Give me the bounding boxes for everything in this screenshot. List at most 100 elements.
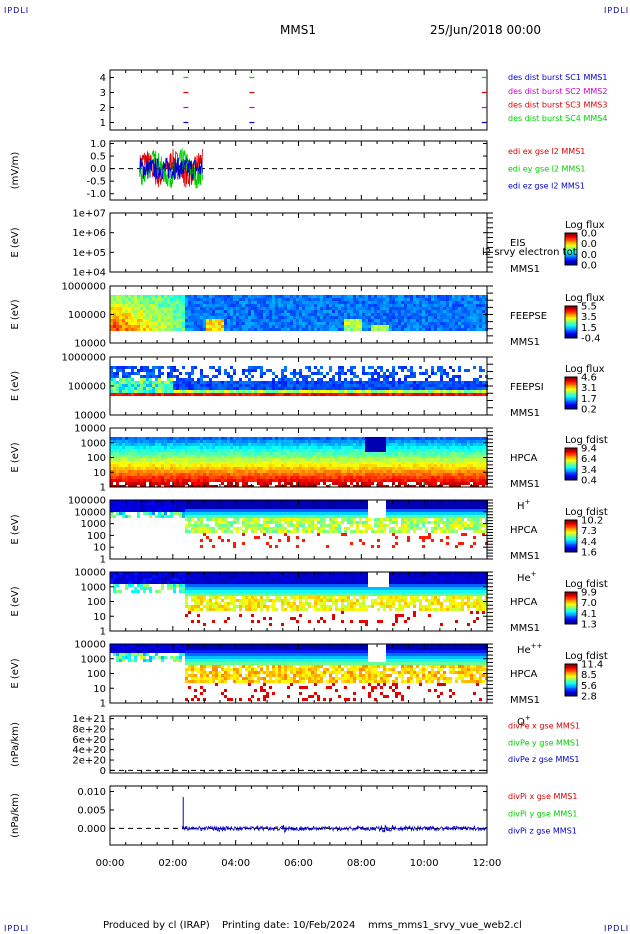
feepse-cell	[266, 298, 269, 301]
hpca_h-cell	[365, 443, 368, 446]
feepse-cell	[482, 298, 485, 301]
feepse-cell	[428, 295, 431, 298]
feepse-cell	[341, 310, 344, 313]
hpca_h-cell	[116, 467, 119, 470]
feepsi-cell	[440, 384, 443, 387]
feepse-cell	[482, 310, 485, 313]
feepse-cell	[326, 316, 329, 319]
feepse-cell	[140, 301, 143, 304]
feepse-cell	[260, 301, 263, 304]
hpca_h-cell	[185, 443, 188, 446]
hpca_h-cell	[401, 467, 404, 470]
feepsi-cell	[263, 390, 266, 393]
hpca_h-cell	[332, 482, 335, 485]
hpca_h-cell	[116, 455, 119, 458]
feepse-cell	[344, 310, 347, 313]
feepsi-cell	[143, 375, 146, 378]
feepsi-cell	[152, 387, 155, 390]
feepse-cell	[134, 310, 137, 313]
feepse-cell	[284, 313, 287, 316]
feepse-cell	[356, 316, 359, 319]
hpca_h-cell	[290, 467, 293, 470]
hpca_h-cell	[464, 455, 467, 458]
feepsi-cell	[134, 387, 137, 390]
feepse-cell	[413, 307, 416, 310]
feepse-cell	[338, 322, 341, 325]
hpca_h-cell	[404, 461, 407, 464]
feepsi-cell	[428, 384, 431, 387]
corner-label-top-right: IPDLI	[604, 6, 630, 15]
hpca_h-cell	[377, 461, 380, 464]
hpca_h-cell	[149, 437, 152, 440]
hpca_h-cell	[344, 482, 347, 485]
feepsi-cell	[386, 369, 389, 372]
feepse-cell	[158, 301, 161, 304]
feepse-cell	[431, 295, 434, 298]
feepse-cell	[380, 322, 383, 325]
edi-ytick-label: -0.5	[86, 177, 106, 188]
hpca_he-cell	[146, 509, 149, 512]
hpca_h-cell	[353, 464, 356, 467]
hpca_h-cell	[203, 437, 206, 440]
feepse-cell	[389, 322, 392, 325]
feepse-cell	[122, 295, 125, 298]
feepsi-colorbar-cell	[565, 377, 577, 379]
hpca_h-cell	[281, 479, 284, 482]
hpca_h-cell	[275, 446, 278, 449]
hpca_h-cell	[296, 458, 299, 461]
hpca_h-cell	[227, 437, 230, 440]
hpca_he-cell	[164, 512, 167, 515]
hpca_h-cell	[185, 449, 188, 452]
feepse-cell	[119, 316, 122, 319]
feepse-cell	[311, 319, 314, 322]
hpca_h-cell	[323, 479, 326, 482]
hpca_h-cell	[227, 485, 230, 487]
feepsi-cell	[137, 387, 140, 390]
feepsi-cell	[458, 378, 461, 381]
hpca_h-cell	[194, 473, 197, 476]
feepse-cell	[245, 319, 248, 322]
feepse-cell	[482, 301, 485, 304]
hpca_h-cell	[179, 482, 182, 485]
hpca_h-cell	[143, 440, 146, 443]
feepsi-cell	[314, 372, 317, 375]
feepse-cell	[179, 304, 182, 307]
feepse-cell	[260, 307, 263, 310]
feepsi-cell	[374, 384, 377, 387]
hpca_h-cell	[218, 467, 221, 470]
hpca_h-cell	[116, 470, 119, 473]
feepse-cell	[353, 307, 356, 310]
feepse-cell	[434, 310, 437, 313]
hpca_h-cell	[272, 473, 275, 476]
hpca_h-cell	[128, 458, 131, 461]
hpca_h-cell	[476, 458, 479, 461]
hpca_h-cell	[203, 449, 206, 452]
hpca_h-cell	[449, 449, 452, 452]
hpca_h-cell	[251, 464, 254, 467]
hpca_h-cell	[110, 485, 113, 487]
feepsi-cell	[116, 381, 119, 384]
hpca_h-cell	[227, 440, 230, 443]
hpca_h-cell	[197, 479, 200, 482]
feepsi-cell	[365, 390, 368, 393]
hpca_h-cell	[167, 470, 170, 473]
feepse-cell	[176, 316, 179, 319]
eis-ytick-label: 1e+06	[72, 228, 106, 239]
hpca_h-cell	[200, 443, 203, 446]
hpca_he-cell	[128, 506, 131, 509]
hpca_h-cell	[272, 476, 275, 479]
feepse-cell	[341, 322, 344, 325]
hpca_h-cell	[239, 476, 242, 479]
feepse-cell	[308, 313, 311, 316]
feepsi-cell	[458, 393, 461, 396]
feepsi-cell	[392, 393, 395, 396]
feepse-cell	[479, 313, 482, 316]
hpca_h-cell	[479, 464, 482, 467]
hpca_h-cell	[482, 449, 485, 452]
hpca_he-cell	[224, 518, 227, 521]
feepse-cell	[257, 316, 260, 319]
hpca_h-cell	[137, 461, 140, 464]
feepse-cell	[299, 316, 302, 319]
feepsi-cell	[416, 387, 419, 390]
feepsi-cell	[395, 393, 398, 396]
